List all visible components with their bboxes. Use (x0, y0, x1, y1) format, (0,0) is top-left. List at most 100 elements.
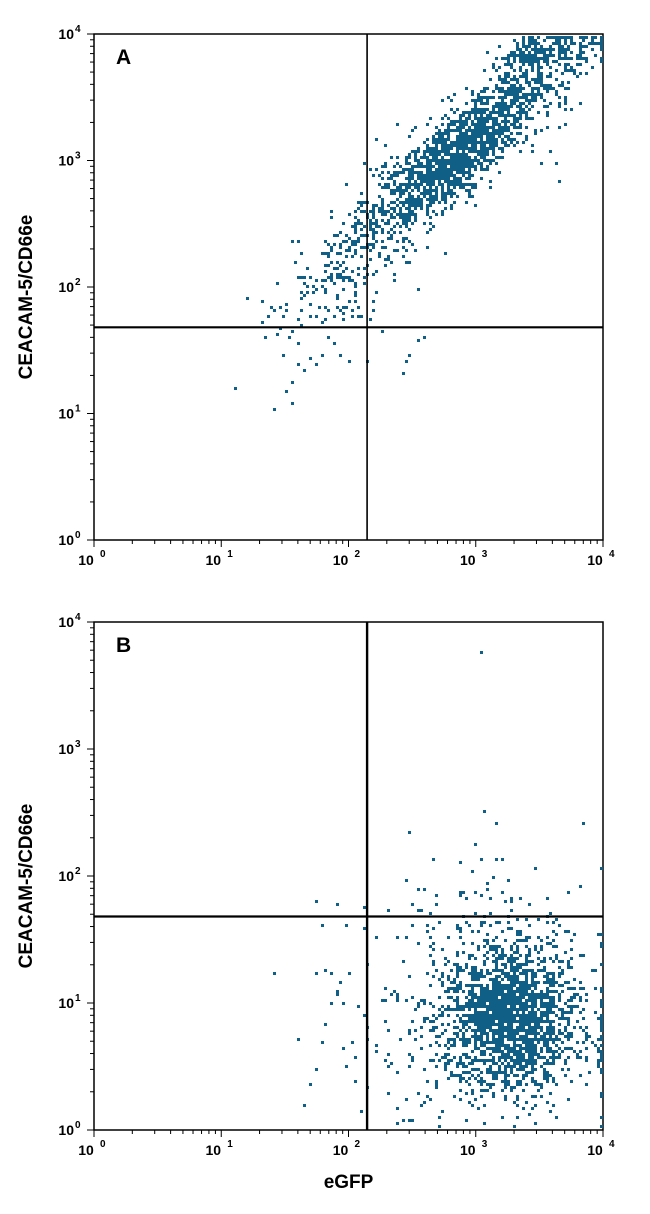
event-dot (468, 141, 471, 144)
event-dot (450, 1074, 453, 1077)
event-dot (525, 45, 528, 48)
event-dot (279, 306, 282, 309)
event-dot (378, 255, 381, 258)
event-dot (432, 948, 435, 951)
event-dot (489, 1086, 492, 1089)
event-dot (297, 363, 300, 366)
event-dot (537, 1008, 540, 1011)
event-dot (516, 1098, 519, 1101)
event-dot (411, 222, 414, 225)
event-dot (600, 990, 603, 993)
event-dot (462, 186, 465, 189)
event-dot (411, 201, 414, 204)
event-dot (408, 1065, 411, 1068)
event-dot (480, 102, 483, 105)
event-dot (456, 924, 459, 927)
event-dot (498, 102, 501, 105)
event-dot (324, 969, 327, 972)
event-dot (489, 1020, 492, 1023)
event-dot (468, 1083, 471, 1086)
event-dot (432, 138, 435, 141)
event-dot (480, 168, 483, 171)
event-dot (567, 1005, 570, 1008)
event-dot (546, 1041, 549, 1044)
event-dot (510, 993, 513, 996)
event-dot (510, 78, 513, 81)
event-dot (516, 996, 519, 999)
event-dot (435, 174, 438, 177)
event-dot (579, 1074, 582, 1077)
y-tick-exponent: 4 (75, 24, 81, 35)
event-dot (468, 117, 471, 120)
event-dot (417, 1002, 420, 1005)
event-dot (492, 1014, 495, 1017)
event-dot (552, 1032, 555, 1035)
event-dot (459, 114, 462, 117)
event-dot (408, 210, 411, 213)
event-dot (519, 1062, 522, 1065)
event-dot (408, 168, 411, 171)
event-dot (531, 1077, 534, 1080)
event-dot (492, 144, 495, 147)
event-dot (474, 1035, 477, 1038)
event-dot (552, 975, 555, 978)
event-dot (555, 1050, 558, 1053)
event-dot (414, 249, 417, 252)
event-dot (435, 894, 438, 897)
event-dot (480, 177, 483, 180)
event-dot (549, 1035, 552, 1038)
event-dot (501, 1032, 504, 1035)
event-dot (492, 1059, 495, 1062)
event-dot (525, 936, 528, 939)
y-tick-label: 10 (58, 279, 74, 295)
event-dot (456, 144, 459, 147)
event-dot (513, 1014, 516, 1017)
event-dot (600, 48, 603, 51)
event-dot (309, 1083, 312, 1086)
event-dot (354, 210, 357, 213)
event-dot (291, 240, 294, 243)
event-dot (528, 1041, 531, 1044)
x-tick-label: 10 (78, 1142, 94, 1158)
event-dot (444, 1053, 447, 1056)
event-dot (528, 1053, 531, 1056)
event-dot (516, 918, 519, 921)
event-dot (471, 990, 474, 993)
event-dot (447, 159, 450, 162)
event-dot (474, 1005, 477, 1008)
event-dot (435, 156, 438, 159)
event-dot (510, 978, 513, 981)
event-dot (438, 1116, 441, 1119)
event-dot (501, 105, 504, 108)
event-dot (561, 1017, 564, 1020)
event-dot (519, 1065, 522, 1068)
event-dot (489, 141, 492, 144)
event-dot (372, 273, 375, 276)
event-dot (513, 1086, 516, 1089)
event-dot (396, 174, 399, 177)
event-dot (534, 996, 537, 999)
event-dot (477, 1011, 480, 1014)
event-dot (522, 990, 525, 993)
event-dot (429, 1002, 432, 1005)
event-dot (507, 1044, 510, 1047)
event-dot (462, 1032, 465, 1035)
event-dot (480, 1035, 483, 1038)
event-dot (423, 1020, 426, 1023)
event-dot (234, 387, 237, 390)
event-dot (528, 936, 531, 939)
event-dot (549, 102, 552, 105)
event-dot (504, 1020, 507, 1023)
event-dot (492, 1017, 495, 1020)
event-dot (450, 108, 453, 111)
event-dot (492, 1035, 495, 1038)
event-dot (465, 1053, 468, 1056)
event-dot (342, 306, 345, 309)
event-dot (450, 981, 453, 984)
event-dot (522, 60, 525, 63)
x-tick-exponent: 4 (609, 1139, 615, 1150)
event-dot (324, 1023, 327, 1026)
event-dot (573, 978, 576, 981)
event-dot (489, 132, 492, 135)
event-dot (387, 222, 390, 225)
